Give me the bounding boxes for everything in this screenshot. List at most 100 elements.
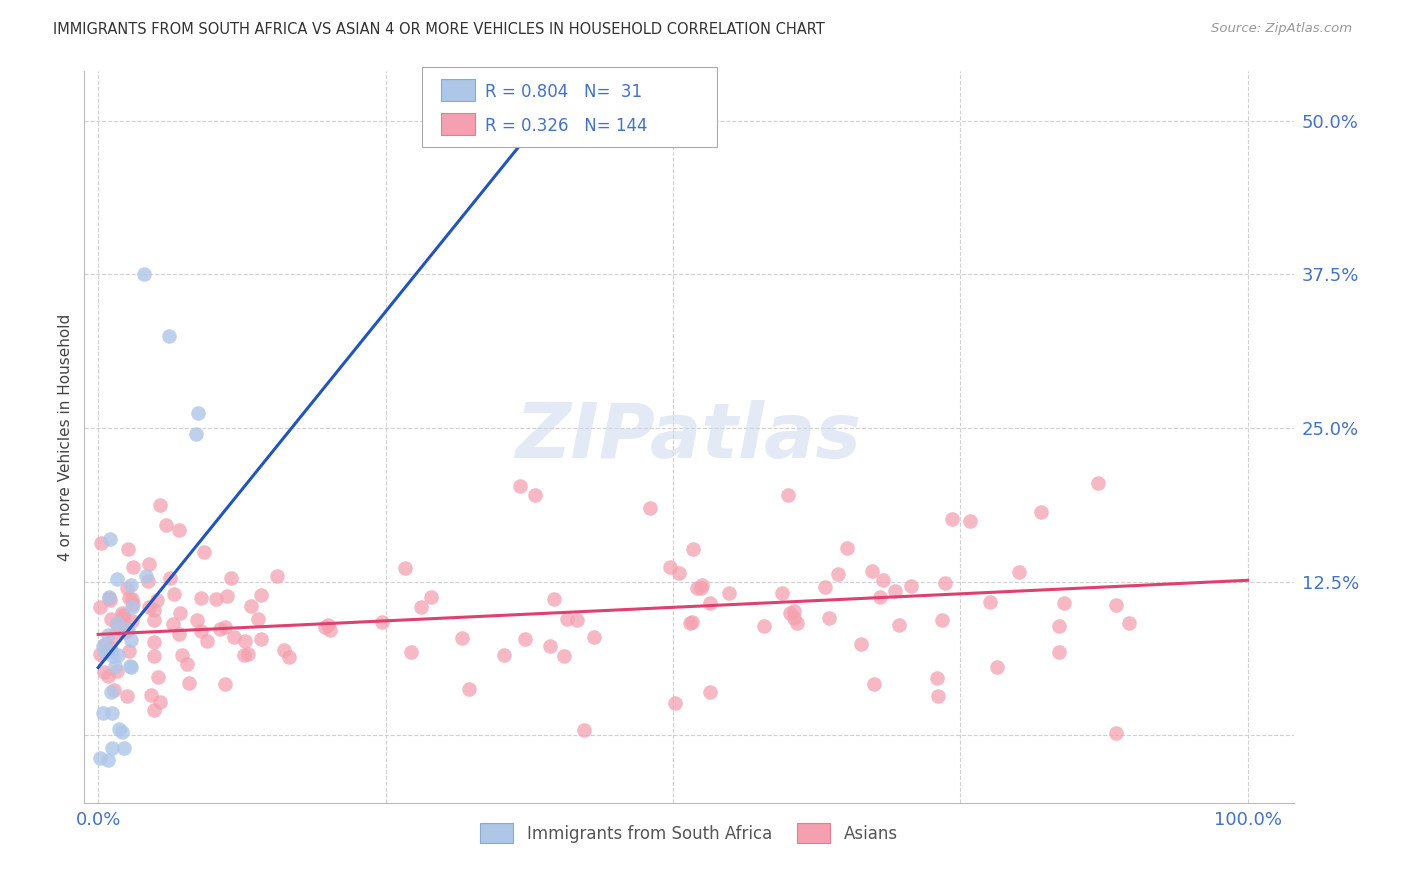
Point	[837, 541, 859, 555]
Point	[538, 639, 561, 653]
Point	[219, 571, 242, 585]
Point	[186, 613, 208, 627]
Point	[717, 586, 740, 600]
Point	[509, 479, 531, 493]
Point	[1053, 596, 1076, 610]
Point	[927, 689, 949, 703]
Point	[142, 635, 165, 649]
Point	[89, 600, 111, 615]
Point	[190, 591, 212, 605]
Point	[664, 696, 686, 710]
Text: R = 0.804   N=  31: R = 0.804 N= 31	[485, 83, 643, 101]
Point	[1118, 615, 1140, 630]
Point	[827, 566, 849, 581]
Text: ZIPatlas: ZIPatlas	[516, 401, 862, 474]
Point	[690, 578, 713, 592]
Point	[776, 488, 799, 502]
Point	[155, 517, 177, 532]
Point	[104, 659, 127, 673]
Point	[565, 613, 588, 627]
Point	[316, 618, 339, 632]
Point	[679, 616, 702, 631]
Point	[93, 645, 115, 659]
Point	[900, 579, 922, 593]
Point	[583, 630, 606, 644]
Point	[97, 590, 120, 604]
Point	[934, 576, 956, 591]
Point	[370, 615, 392, 629]
Point	[98, 592, 121, 607]
Point	[394, 561, 416, 575]
Point	[107, 648, 129, 663]
Point	[572, 723, 595, 737]
Point	[184, 427, 207, 442]
Point	[1105, 598, 1128, 612]
Point	[451, 631, 474, 645]
Point	[195, 633, 218, 648]
Point	[149, 498, 172, 512]
Point	[142, 602, 165, 616]
Point	[555, 612, 578, 626]
Point	[222, 630, 245, 644]
Point	[699, 596, 721, 610]
Point	[117, 623, 139, 637]
Point	[89, 647, 111, 661]
Point	[142, 613, 165, 627]
Point	[101, 741, 124, 756]
Point	[959, 514, 981, 528]
Point	[314, 620, 336, 634]
Point	[690, 582, 713, 596]
Point	[111, 725, 134, 739]
Point	[681, 615, 703, 630]
Point	[97, 753, 120, 767]
Point	[523, 488, 546, 502]
Point	[849, 637, 872, 651]
Point	[233, 648, 256, 662]
Point	[117, 623, 139, 637]
Point	[136, 574, 159, 589]
Point	[204, 592, 226, 607]
Point	[101, 706, 124, 720]
Point	[659, 559, 682, 574]
Point	[1031, 505, 1053, 519]
Point	[217, 589, 239, 603]
Point	[120, 578, 142, 592]
Point	[163, 587, 186, 601]
Point	[122, 597, 145, 611]
Point	[112, 607, 135, 622]
Point	[986, 659, 1008, 673]
Point	[190, 624, 212, 638]
Point	[682, 542, 704, 557]
Point	[249, 632, 271, 647]
Point	[101, 629, 124, 643]
Point	[135, 569, 157, 583]
Point	[1047, 619, 1070, 633]
Point	[157, 328, 180, 343]
Point	[107, 618, 129, 632]
Point	[169, 523, 191, 537]
Point	[872, 574, 894, 588]
Legend: Immigrants from South Africa, Asians: Immigrants from South Africa, Asians	[474, 817, 904, 849]
Point	[112, 741, 135, 756]
Point	[120, 660, 142, 674]
Point	[770, 586, 793, 600]
Point	[98, 591, 121, 605]
Point	[889, 617, 911, 632]
Point	[103, 682, 125, 697]
Point	[118, 643, 141, 657]
Point	[214, 619, 236, 633]
Point	[90, 535, 112, 549]
Point	[214, 677, 236, 691]
Point	[668, 566, 690, 580]
Point	[236, 647, 259, 661]
Point	[172, 648, 194, 662]
Point	[411, 600, 433, 615]
Point	[457, 682, 479, 697]
Point	[193, 545, 215, 559]
Point	[146, 670, 169, 684]
Point	[860, 564, 883, 578]
Point	[94, 637, 117, 651]
Point	[1047, 645, 1070, 659]
Point	[187, 406, 209, 420]
Point	[143, 648, 166, 663]
